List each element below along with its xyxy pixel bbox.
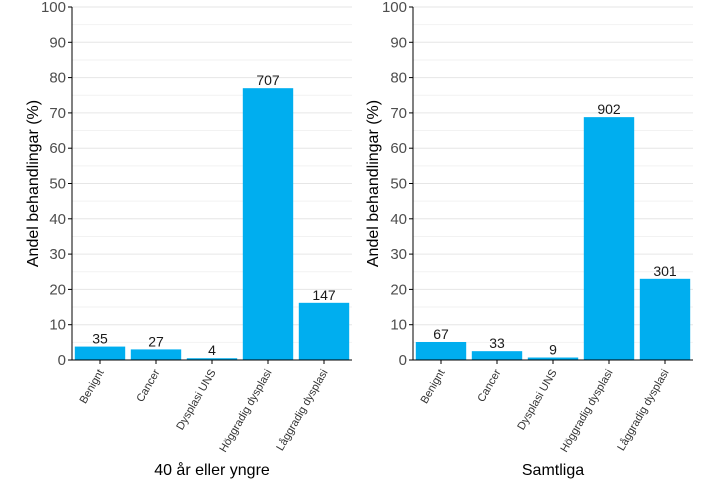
bar-value-label: 4 bbox=[208, 342, 216, 358]
y-tick-label: 50 bbox=[49, 176, 66, 193]
y-tick-label: 10 bbox=[49, 317, 66, 334]
y-tick-label: 30 bbox=[49, 246, 66, 263]
x-category-label: Höggradig dysplasi bbox=[558, 368, 615, 455]
bar-value-label: 707 bbox=[256, 72, 280, 88]
bar-cancer bbox=[471, 351, 523, 360]
bar-value-label: 35 bbox=[92, 331, 108, 347]
y-tick-label: 20 bbox=[49, 281, 66, 298]
bar-hoggradig-dysplasi bbox=[583, 117, 635, 360]
y-tick-label: 90 bbox=[49, 34, 66, 51]
bar-hoggradig-dysplasi bbox=[242, 88, 294, 360]
y-tick-label: 70 bbox=[49, 105, 66, 122]
y-axis-title: Andel behandlingar (%) bbox=[365, 100, 382, 267]
bar-value-label: 67 bbox=[433, 326, 449, 342]
x-category-label: Höggradig dysplasi bbox=[217, 368, 274, 455]
bar-laggradig-dysplasi bbox=[298, 302, 350, 360]
bar-cancer bbox=[130, 349, 182, 360]
bar-value-label: 902 bbox=[597, 101, 621, 117]
x-category-label: Låggradig dysplasi bbox=[615, 368, 671, 453]
y-tick-label: 60 bbox=[49, 140, 66, 157]
y-tick-label: 40 bbox=[49, 211, 66, 228]
y-tick-label: 70 bbox=[390, 105, 407, 122]
y-tick-label: 50 bbox=[390, 176, 407, 193]
y-tick-label: 80 bbox=[49, 70, 66, 87]
x-category-label: Dysplasi UNS bbox=[174, 368, 218, 433]
chart-panel-40-or-younger: 0 10 20 30 40 50 60 70 80 90 100 35 Benignt 27 Cancer 4… bbox=[25, 0, 352, 479]
bar-value-label: 301 bbox=[653, 263, 677, 279]
x-axis-title: 40 år eller yngre bbox=[154, 461, 270, 479]
chart-panel-all: 0 10 20 30 40 50 60 70 80 90 100 67 Benignt 33 Cancer 9… bbox=[365, 0, 693, 479]
y-tick-label: 10 bbox=[390, 317, 407, 334]
bar-dysplasi-uns bbox=[527, 357, 579, 360]
bar-value-label: 147 bbox=[312, 287, 336, 303]
y-tick-label: 80 bbox=[390, 70, 407, 87]
x-category-label: Cancer bbox=[475, 367, 503, 404]
y-axis-title: Andel behandlingar (%) bbox=[25, 100, 42, 267]
x-category-label: Benignt bbox=[419, 368, 448, 406]
x-category-label: Benignt bbox=[78, 368, 107, 406]
bar-value-label: 27 bbox=[148, 333, 164, 349]
x-category-label: Låggradig dysplasi bbox=[274, 368, 330, 453]
bar-value-label: 33 bbox=[489, 335, 505, 351]
y-tick-label: 60 bbox=[390, 140, 407, 157]
bar-benignt bbox=[74, 346, 126, 360]
y-tick-label: 20 bbox=[390, 281, 407, 298]
y-tick-label: 30 bbox=[390, 246, 407, 263]
bar-laggradig-dysplasi bbox=[639, 278, 691, 360]
y-tick-label: 100 bbox=[41, 0, 66, 16]
y-tick-label: 100 bbox=[382, 0, 407, 16]
y-tick-label: 90 bbox=[390, 34, 407, 51]
y-tick-label: 0 bbox=[399, 352, 407, 369]
y-tick-label: 40 bbox=[390, 211, 407, 228]
bar-benignt bbox=[415, 341, 467, 360]
y-tick-label: 0 bbox=[58, 352, 66, 369]
bar-dysplasi-uns bbox=[186, 358, 238, 360]
bar-value-label: 9 bbox=[549, 342, 557, 358]
x-axis-title: Samtliga bbox=[522, 462, 584, 479]
x-category-label: Cancer bbox=[134, 367, 162, 404]
x-category-label: Dysplasi UNS bbox=[515, 368, 559, 433]
